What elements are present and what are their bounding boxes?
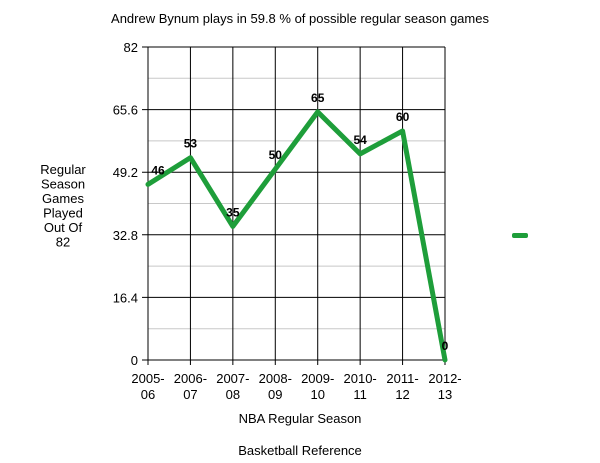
y-tick-label: 49.2	[113, 165, 138, 180]
data-label: 53	[184, 137, 198, 151]
y-axis-title: Regular Season Games Played Out Of 82	[40, 162, 86, 250]
x-axis-title: NBA Regular Season	[239, 411, 362, 426]
series-line	[145, 109, 448, 363]
x-tick-label: 2011-12	[386, 371, 418, 402]
x-tick-label: 2007-08	[216, 371, 249, 402]
y-tick-label: 65.6	[113, 103, 138, 118]
y-tick-label: 0	[131, 353, 138, 368]
y-tick-label: 16.4	[113, 290, 138, 305]
data-label: 50	[269, 148, 283, 162]
x-tick-labels: 2005-06 2006-07 2007-08 2008-09 2009-10 2010-…	[131, 371, 461, 402]
data-label: 54	[353, 133, 367, 147]
y-tick-label: 32.8	[113, 228, 138, 243]
data-labels: 46 53 35 50 65 54 60 0	[151, 91, 448, 353]
x-tick-label: 2008-09	[259, 371, 292, 402]
source-note: Basketball Reference	[238, 443, 362, 458]
grid	[142, 46, 446, 365]
legend-swatch	[512, 233, 528, 238]
data-label: 65	[311, 91, 325, 105]
x-tick-label: 2006-07	[174, 371, 207, 402]
data-label: 35	[226, 205, 240, 219]
x-tick-label: 2010-11	[344, 371, 377, 402]
data-label: 60	[396, 110, 410, 124]
x-tick-label: 2005-06	[131, 371, 164, 402]
x-tick-label: 2012-13	[428, 371, 461, 402]
y-tick-labels: 0 16.4 32.8 49.2 65.6 82	[113, 40, 138, 368]
chart-title: Andrew Bynum plays in 59.8 % of possible…	[111, 11, 489, 26]
data-label: 0	[442, 339, 449, 353]
y-tick-label: 82	[124, 40, 138, 55]
x-tick-label: 2009-10	[301, 371, 334, 402]
data-label: 46	[151, 163, 165, 177]
